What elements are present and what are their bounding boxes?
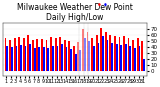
Bar	[50, 37, 52, 70]
Bar	[20, 45, 22, 70]
Bar	[114, 36, 116, 70]
Bar	[16, 46, 17, 70]
Bar	[88, 41, 90, 70]
Text: •: •	[103, 1, 108, 10]
Bar	[129, 46, 131, 70]
Bar	[84, 38, 86, 70]
Bar	[9, 40, 11, 70]
Bar	[87, 32, 88, 70]
Bar	[91, 38, 93, 70]
Bar	[139, 46, 140, 70]
Bar	[14, 38, 16, 70]
Bar	[141, 41, 143, 70]
Title: Milwaukee Weather Dew Point
Daily High/Low: Milwaukee Weather Dew Point Daily High/L…	[17, 3, 133, 22]
Text: •: •	[97, 1, 102, 10]
Bar	[55, 38, 56, 70]
Bar	[18, 37, 20, 70]
Bar	[46, 40, 47, 70]
Bar	[36, 39, 38, 70]
Bar	[29, 44, 31, 70]
Bar	[102, 36, 104, 70]
Bar	[111, 43, 113, 70]
Bar	[23, 38, 25, 70]
Bar	[32, 40, 34, 70]
Bar	[109, 35, 111, 70]
Bar	[34, 48, 36, 70]
Bar	[47, 48, 49, 70]
Bar	[132, 40, 134, 70]
Bar	[25, 46, 26, 70]
Bar	[100, 28, 102, 70]
Bar	[75, 54, 77, 70]
Bar	[119, 37, 120, 70]
Bar	[107, 40, 108, 70]
Bar	[5, 38, 6, 70]
Bar	[73, 46, 75, 70]
Bar	[41, 39, 43, 70]
Bar	[123, 36, 125, 70]
Bar	[125, 44, 127, 70]
Bar	[77, 42, 79, 70]
Bar	[43, 47, 45, 70]
Bar	[56, 46, 58, 70]
Bar	[105, 32, 107, 70]
Bar	[134, 48, 136, 70]
Bar	[64, 40, 66, 70]
Bar	[38, 47, 40, 70]
Bar	[70, 49, 72, 70]
Bar	[98, 43, 99, 70]
Bar	[66, 47, 68, 70]
Bar	[61, 44, 63, 70]
Bar	[68, 41, 70, 70]
Bar	[52, 46, 54, 70]
Bar	[128, 38, 129, 70]
Bar	[11, 47, 13, 70]
Bar	[93, 46, 95, 70]
Bar	[59, 37, 61, 70]
Bar	[27, 35, 29, 70]
Bar	[82, 29, 84, 70]
Bar	[143, 59, 145, 70]
Bar	[79, 50, 81, 70]
Bar	[6, 46, 8, 70]
Bar	[137, 38, 139, 70]
Bar	[116, 44, 118, 70]
Bar	[120, 45, 122, 70]
Bar	[96, 35, 98, 70]
